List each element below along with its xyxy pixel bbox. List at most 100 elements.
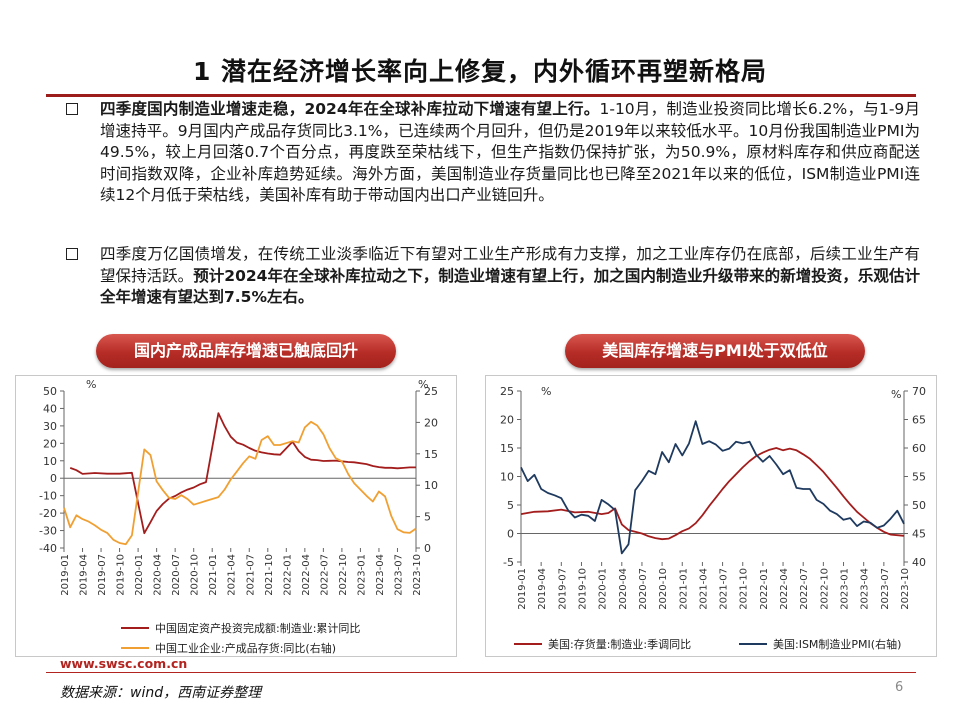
x-tick-label: 2023-04	[860, 568, 871, 610]
legend-label-2: 美国:ISM制造业PMI(右轴)	[773, 637, 901, 651]
x-tick-label: 2022-04	[301, 554, 312, 596]
footer-divider	[46, 672, 916, 673]
chart-2-header: 美国库存增速与PMI处于双低位	[565, 334, 865, 368]
bullet-1: 四季度国内制造业增速走稳，2024年在全球补库拉动下增速有望上行。1-10月，制…	[100, 99, 920, 207]
left-tick-label: 0	[507, 528, 514, 541]
x-tick-label: 2023-01	[356, 554, 367, 596]
right-tick-label: 45	[912, 528, 926, 541]
x-tick-label: 2019-04	[537, 568, 548, 610]
left-unit-label: %	[541, 385, 551, 398]
left-unit-label: %	[86, 378, 96, 391]
right-tick-label: 20	[424, 416, 438, 429]
right-tick-label: 65	[912, 414, 926, 427]
page-number: 6	[895, 680, 904, 695]
x-tick-label: 2021-04	[698, 568, 709, 610]
x-tick-label: 2022-10	[819, 568, 830, 610]
right-unit-label: %	[418, 378, 428, 391]
x-tick-label: 2020-01	[598, 568, 609, 610]
right-tick-label: 50	[912, 499, 926, 512]
x-tick-label: 2021-10	[264, 554, 275, 596]
x-tick-label: 2020-01	[134, 554, 145, 596]
x-tick-label: 2023-07	[880, 568, 891, 610]
x-tick-label: 2021-10	[739, 568, 750, 610]
x-tick-label: 2019-01	[517, 568, 528, 610]
left-tick-label: 20	[500, 414, 514, 427]
left-tick-label: 50	[43, 385, 57, 398]
right-tick-label: 5	[424, 511, 431, 524]
x-tick-label: 2019-10	[116, 554, 127, 596]
right-unit-label: %	[891, 388, 901, 401]
left-tick-label: -10	[39, 490, 57, 503]
x-tick-label: 2023-10	[900, 568, 911, 610]
x-tick-label: 2022-01	[759, 568, 770, 610]
bullet-1-lead: 四季度国内制造业增速走稳，2024年在全球补库拉动下增速有望上行。	[100, 100, 600, 118]
x-tick-label: 2021-04	[227, 554, 238, 596]
left-tick-label: -40	[39, 542, 57, 555]
x-tick-label: 2020-04	[153, 554, 164, 596]
x-tick-label: 2020-10	[658, 568, 669, 610]
left-tick-label: 5	[507, 499, 514, 512]
x-tick-label: 2019-04	[79, 554, 90, 596]
left-tick-label: 40	[43, 402, 57, 415]
x-tick-label: 2020-07	[171, 554, 182, 596]
bullet-2-body: 四季度万亿国债增发，在传统工业淡季临近下有望对工业生产形成有力支撑，加之工业库存…	[100, 245, 920, 285]
x-tick-label: 2023-04	[375, 554, 386, 596]
right-tick-label: 10	[424, 479, 438, 492]
bullet-1-body: 1-10月，制造业投资同比增长6.2%，与1-9月增速持平。9月国内产成品存货同…	[100, 100, 920, 204]
bullet-marker	[66, 103, 78, 115]
chart-2: -5 0 5 10 15 20 25 40 45 50 55 60 65 70% % 2019-01 2019-…	[500, 385, 926, 651]
right-tick-label: 60	[912, 442, 926, 455]
website-link[interactable]: www.swsc.com.cn	[60, 656, 188, 671]
right-tick-label: 55	[912, 471, 926, 484]
left-tick-label: 25	[500, 385, 514, 398]
x-tick-label: 2019-10	[577, 568, 588, 610]
x-tick-label: 2023-10	[412, 554, 423, 596]
bullet-marker	[66, 248, 78, 260]
legend-label-1: 中国固定资产投资完成额:制造业:累计同比	[155, 621, 360, 635]
left-tick-label: 30	[43, 420, 57, 433]
series-line-1	[520, 447, 905, 541]
slide-title: 1 潜在经济增长率向上修复，内外循环再塑新格局	[192, 57, 768, 86]
left-tick-label: 10	[43, 455, 57, 468]
x-tick-label: 2022-10	[338, 554, 349, 596]
x-tick-label: 2019-07	[97, 554, 108, 596]
x-tick-label: 2022-04	[779, 568, 790, 610]
left-tick-label: 0	[50, 472, 57, 485]
right-tick-label: 70	[912, 385, 926, 398]
x-tick-label: 2019-01	[60, 554, 71, 596]
x-tick-label: 2020-04	[618, 568, 629, 610]
left-tick-label: -5	[503, 556, 514, 569]
data-source: 数据来源：wind，西南证券整理	[60, 685, 262, 701]
legend-label-1: 美国:存货量:制造业:季调同比	[548, 637, 691, 651]
left-tick-label: 10	[500, 471, 514, 484]
chart-2-frame: -5 0 5 10 15 20 25 40 45 50 55 60 65 70%% 2019-01 2019-…	[485, 375, 937, 657]
left-tick-label: -30	[39, 525, 57, 538]
x-tick-label: 2019-07	[557, 568, 568, 610]
right-tick-label: 0	[424, 542, 431, 555]
series-line-2	[63, 420, 417, 546]
x-tick-label: 2022-07	[799, 568, 810, 610]
x-tick-label: 2022-07	[319, 554, 330, 596]
left-tick-label: 15	[500, 442, 514, 455]
series-line-2	[520, 420, 905, 555]
x-tick-label: 2021-07	[245, 554, 256, 596]
right-tick-label: 25	[424, 385, 438, 398]
x-tick-label: 2023-01	[840, 568, 851, 610]
x-tick-label: 2021-07	[719, 568, 730, 610]
legend-label-2: 中国工业企业:产成品存货:同比(右轴)	[155, 641, 336, 655]
x-tick-label: 2023-07	[393, 554, 404, 596]
left-tick-label: 20	[43, 437, 57, 450]
x-tick-label: 2020-10	[190, 554, 201, 596]
right-tick-label: 15	[424, 448, 438, 461]
x-tick-label: 2021-01	[678, 568, 689, 610]
left-tick-label: -20	[39, 507, 57, 520]
title-divider	[46, 94, 916, 97]
x-tick-label: 2020-07	[638, 568, 649, 610]
chart-1: -40 -30 -20 -10 0 10 20 30 40 50 0 5 10 15 20 25% % 2019-…	[39, 378, 438, 655]
right-tick-label: 40	[912, 556, 926, 569]
x-tick-label: 2021-01	[208, 554, 219, 596]
bullet-2: 四季度万亿国债增发，在传统工业淡季临近下有望对工业生产形成有力支撑，加之工业库存…	[100, 244, 920, 309]
chart-1-frame: -40 -30 -20 -10 0 10 20 30 40 50 0 5 10 15 20 25%% 2019-…	[15, 375, 457, 657]
chart-1-header: 国内产成品库存增速已触底回升	[96, 334, 396, 368]
bullet-2-conclusion: 预计2024年在全球补库拉动之下，制造业增速有望上行，加之国内制造业升级带来的新…	[100, 266, 920, 307]
